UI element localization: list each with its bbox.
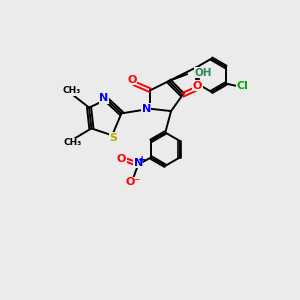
Text: S: S — [109, 133, 117, 142]
Text: N: N — [142, 104, 151, 114]
Text: CH₃: CH₃ — [63, 86, 81, 95]
Text: N: N — [100, 93, 109, 103]
Text: O: O — [127, 75, 136, 85]
Text: CH₃: CH₃ — [64, 139, 82, 148]
Text: N: N — [134, 158, 143, 168]
Text: O: O — [117, 154, 126, 164]
Text: OH: OH — [194, 68, 212, 78]
Text: O⁻: O⁻ — [126, 177, 141, 187]
Text: O: O — [193, 81, 202, 91]
Text: +: + — [138, 155, 146, 165]
Text: Cl: Cl — [236, 81, 248, 91]
